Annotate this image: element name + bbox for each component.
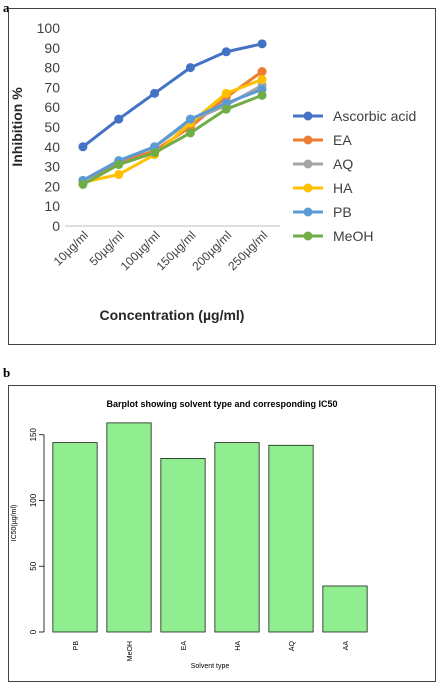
y-tick-label: 10 <box>44 198 60 214</box>
x-tick-label: AQ <box>289 640 296 651</box>
y-tick-label: 40 <box>44 139 60 155</box>
legend-swatch-marker <box>303 231 313 241</box>
legend-label: HA <box>333 180 353 196</box>
series-line-meoh <box>82 93 263 186</box>
x-tick-label: 10µg/ml <box>51 228 91 268</box>
data-point <box>150 88 160 98</box>
data-point <box>150 148 160 158</box>
bar-aq <box>268 444 314 633</box>
y-tick-label: 80 <box>44 60 60 76</box>
data-point <box>257 39 267 49</box>
x-tick-label: AA <box>343 641 350 651</box>
legend-label: EA <box>333 132 352 148</box>
data-point <box>221 88 231 98</box>
bar-ea <box>160 458 206 633</box>
x-axis-title: Solvent type <box>191 663 230 670</box>
panel-a-label: a <box>3 0 10 15</box>
y-tick-label: 100 <box>37 20 61 36</box>
x-axis-title: Concentration (µg/ml) <box>100 307 245 323</box>
x-tick-label: MeOH <box>127 641 134 661</box>
y-axis-title: Inhibition % <box>9 87 25 167</box>
y-tick-label: 50 <box>29 561 38 570</box>
data-point <box>257 74 267 84</box>
y-tick-label: 0 <box>52 218 60 234</box>
series-line-ha <box>82 78 263 184</box>
data-point <box>257 90 267 100</box>
legend-swatch-marker <box>303 183 313 193</box>
y-tick-label: 30 <box>44 159 60 175</box>
legend-label: PB <box>333 204 352 220</box>
y-tick-label: 70 <box>44 79 60 95</box>
y-tick-label: 90 <box>44 40 60 56</box>
chart-title: Barplot showing solvent type and corresp… <box>106 399 337 409</box>
bar-ha <box>214 442 260 633</box>
series-line-ascorbic-acid <box>81 42 263 148</box>
bar-meoh <box>106 422 152 633</box>
bar-chart-frame <box>8 385 436 682</box>
legend-swatch-marker <box>303 207 313 217</box>
x-tick-label: 250µg/ml <box>225 228 270 273</box>
data-point <box>114 170 124 180</box>
legend-label: MeOH <box>333 228 373 244</box>
x-tick-label: PB <box>73 641 80 651</box>
legend-swatch-marker <box>303 159 313 169</box>
line-chart-frame <box>8 8 436 345</box>
data-point <box>114 160 124 170</box>
data-point <box>185 128 195 138</box>
y-axis-title: IC50(µg/ml) <box>11 505 18 542</box>
data-point <box>257 67 267 77</box>
series-line-pb <box>82 87 263 182</box>
legend-label: AQ <box>333 156 353 172</box>
y-tick-label: 50 <box>44 119 60 135</box>
legend-label: Ascorbic acid <box>333 108 416 124</box>
x-tick-label: EA <box>181 641 188 651</box>
y-tick-label: 100 <box>29 493 38 507</box>
y-tick-label: 20 <box>44 178 60 194</box>
bar-aa <box>322 585 368 633</box>
data-point <box>78 142 88 152</box>
data-point <box>114 114 124 124</box>
data-point <box>221 47 231 57</box>
data-point <box>221 104 231 114</box>
y-tick-label: 150 <box>29 428 38 442</box>
y-tick-label: 60 <box>44 99 60 115</box>
data-point <box>185 63 195 73</box>
legend-swatch-marker <box>303 111 313 121</box>
y-tick-label: 0 <box>29 629 38 634</box>
x-tick-label: HA <box>235 641 242 651</box>
data-point <box>78 179 88 189</box>
panel-b-label: b <box>3 365 11 380</box>
legend-swatch-marker <box>303 135 313 145</box>
bar-pb <box>52 442 98 633</box>
data-point <box>185 114 195 124</box>
